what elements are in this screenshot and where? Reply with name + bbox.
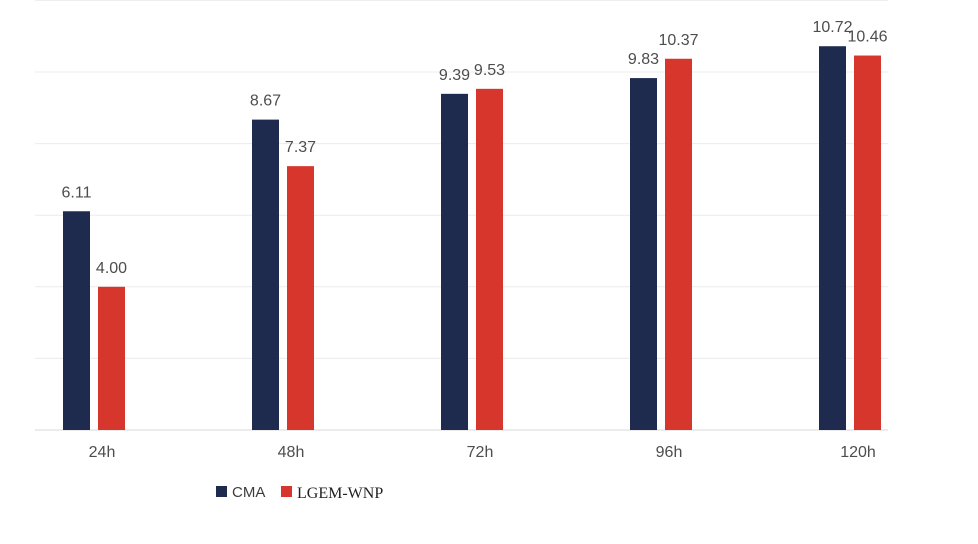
legend-label-lgem-wnp: LGEM-WNP (297, 485, 383, 502)
x-tick-label-48h: 48h (278, 444, 305, 461)
legend-label-cma: CMA (232, 484, 265, 501)
legend-swatch-lgem-wnp (281, 486, 292, 497)
value-label-cma-24h: 6.11 (62, 184, 92, 201)
bar-lgem-wnp-96h (665, 58, 692, 431)
bar-lgem-wnp-120h (854, 55, 881, 430)
value-label-lgem-wnp-24h: 4.00 (96, 260, 127, 277)
bar-cma-24h (63, 211, 90, 430)
value-label-lgem-wnp-48h: 7.37 (285, 139, 316, 156)
value-label-cma-120h: 10.72 (812, 19, 852, 36)
x-tick-label-120h: 120h (840, 444, 876, 461)
value-label-lgem-wnp-120h: 10.46 (847, 29, 887, 46)
value-label-cma-48h: 8.67 (250, 93, 281, 110)
bar-cma-120h (819, 46, 846, 430)
x-tick-labels: 24h 48h 72h 96h 120h (89, 444, 876, 461)
value-label-lgem-wnp-72h: 9.53 (474, 62, 505, 79)
x-tick-label-72h: 72h (467, 444, 494, 461)
value-label-lgem-wnp-96h: 10.37 (658, 32, 698, 49)
legend-swatch-cma (216, 486, 227, 497)
bar-cma-72h (441, 93, 468, 430)
bar-cma-96h (630, 78, 657, 430)
x-tick-label-96h: 96h (656, 444, 683, 461)
bars (63, 46, 881, 431)
bar-lgem-wnp-72h (476, 88, 503, 431)
value-labels: 6.11 8.67 9.39 9.83 10.72 4.00 7.37 9.53 10.37 10… (62, 19, 888, 277)
value-label-cma-96h: 9.83 (628, 51, 659, 68)
bar-lgem-wnp-24h (98, 286, 125, 430)
bar-cma-48h (252, 119, 279, 430)
x-tick-label-24h: 24h (89, 444, 116, 461)
legend: CMA LGEM-WNP (216, 484, 383, 502)
value-label-cma-72h: 9.39 (439, 67, 470, 84)
bar-lgem-wnp-48h (287, 166, 314, 431)
